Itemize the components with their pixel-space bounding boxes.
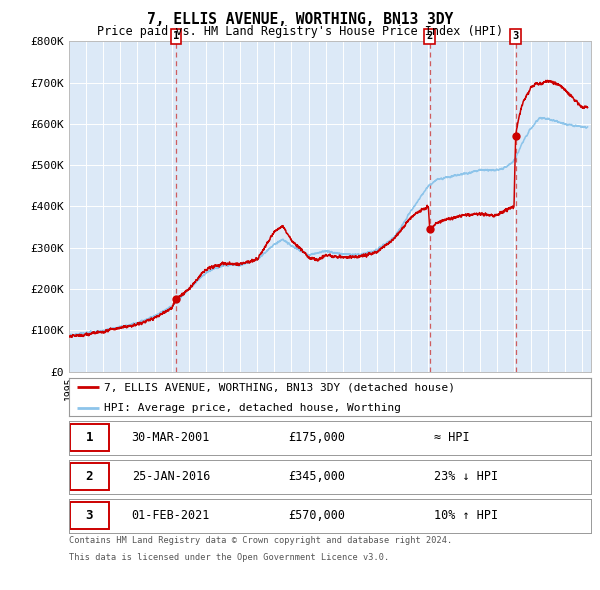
Text: 3: 3 xyxy=(512,31,518,41)
Text: 7, ELLIS AVENUE, WORTHING, BN13 3DY (detached house): 7, ELLIS AVENUE, WORTHING, BN13 3DY (det… xyxy=(104,382,455,392)
Text: 7, ELLIS AVENUE, WORTHING, BN13 3DY: 7, ELLIS AVENUE, WORTHING, BN13 3DY xyxy=(147,12,453,27)
Text: 23% ↓ HPI: 23% ↓ HPI xyxy=(434,470,499,483)
Text: 1: 1 xyxy=(173,31,179,41)
Text: 3: 3 xyxy=(86,509,93,522)
Text: This data is licensed under the Open Government Licence v3.0.: This data is licensed under the Open Gov… xyxy=(69,553,389,562)
Text: 01-FEB-2021: 01-FEB-2021 xyxy=(131,509,210,522)
Text: 1: 1 xyxy=(86,431,93,444)
Text: 10% ↑ HPI: 10% ↑ HPI xyxy=(434,509,499,522)
Text: HPI: Average price, detached house, Worthing: HPI: Average price, detached house, Wort… xyxy=(104,402,401,412)
Text: 2: 2 xyxy=(427,31,433,41)
Text: Price paid vs. HM Land Registry's House Price Index (HPI): Price paid vs. HM Land Registry's House … xyxy=(97,25,503,38)
Text: 2: 2 xyxy=(86,470,93,483)
FancyBboxPatch shape xyxy=(70,463,109,490)
Text: 25-JAN-2016: 25-JAN-2016 xyxy=(131,470,210,483)
FancyBboxPatch shape xyxy=(70,502,109,529)
Text: £345,000: £345,000 xyxy=(288,470,345,483)
Text: 30-MAR-2001: 30-MAR-2001 xyxy=(131,431,210,444)
Text: £175,000: £175,000 xyxy=(288,431,345,444)
Text: £570,000: £570,000 xyxy=(288,509,345,522)
Text: ≈ HPI: ≈ HPI xyxy=(434,431,470,444)
Text: Contains HM Land Registry data © Crown copyright and database right 2024.: Contains HM Land Registry data © Crown c… xyxy=(69,536,452,545)
FancyBboxPatch shape xyxy=(70,424,109,451)
